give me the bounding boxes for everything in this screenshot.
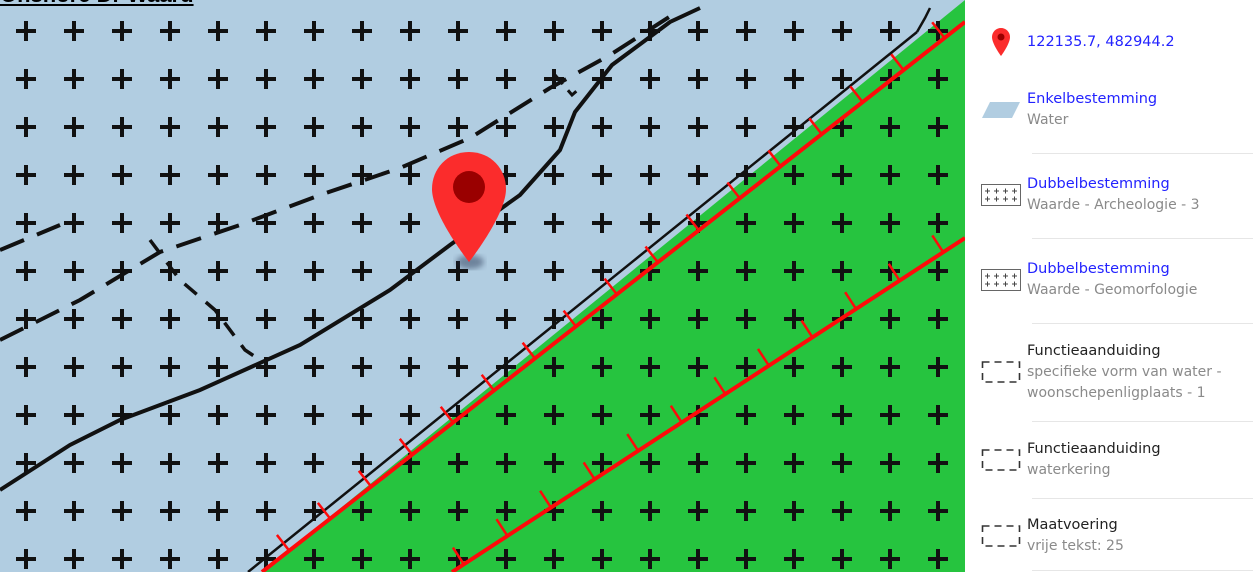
dike-tick-mark: [495, 518, 509, 537]
dike-tick-mark: [644, 245, 659, 264]
dike-tick-mark: [808, 117, 823, 135]
cross-hatch-swatch-icon: [975, 184, 1027, 206]
legend-item-functieaanduiding-woonschepenligplaats: Functieaanduiding specifieke vorm van wa…: [975, 338, 1253, 406]
map-canvas[interactable]: [0, 0, 965, 572]
archeology-crosshatch: [0, 0, 965, 572]
legend-title-link[interactable]: Enkelbestemming: [1027, 91, 1158, 107]
dike-tick-mark: [931, 234, 945, 253]
dike-ticks-lower: [451, 234, 945, 565]
dashed-outline-swatch-icon: [975, 524, 1027, 548]
legend-item-dubbelbestemming-archeologie: Dubbelbestemming Waarde - Archeologie - …: [975, 170, 1253, 220]
dike-tick-mark: [521, 341, 536, 360]
dike-tick-mark: [439, 405, 455, 424]
dike-tick-mark: [713, 376, 727, 395]
shoreline-black-line: [247, 31, 918, 572]
cross-hatch-swatch-icon: [975, 269, 1027, 291]
legend-title-link[interactable]: Dubbelbestemming: [1027, 261, 1170, 277]
dike-tick-mark: [626, 433, 640, 452]
dike-tick-mark: [800, 319, 814, 338]
dike-tick-mark: [756, 348, 770, 367]
dike-tick-mark: [480, 373, 495, 392]
function-boundary-dashed-2: [0, 223, 61, 252]
dashed-spur-line-2: [553, 74, 581, 98]
dike-tick-mark: [398, 438, 414, 456]
legend-title-link[interactable]: Dubbelbestemming: [1027, 176, 1170, 192]
dashed-spur-line: [148, 238, 261, 362]
road-line: [0, 6, 701, 492]
legend-divider: [1032, 153, 1253, 154]
dike-boundary-red: [260, 20, 965, 572]
dike-tick-mark: [451, 546, 465, 565]
dike-tick-mark: [726, 181, 741, 199]
dike-tick-mark: [849, 85, 864, 103]
map-marker-icon: [975, 28, 1027, 56]
dike-tick-mark: [539, 490, 553, 509]
legend-divider: [1032, 238, 1253, 239]
legend-title: Functieaanduiding: [1027, 441, 1161, 457]
legend-subtitle: Water: [1027, 112, 1069, 128]
legend-item-functieaanduiding-waterkering: Functieaanduiding waterkering: [975, 436, 1253, 484]
marker-center-dot: [453, 171, 485, 203]
legend-subtitle: specifieke vorm van water - woonschepenl…: [1027, 363, 1222, 401]
dike-tick-mark: [562, 309, 577, 328]
legend-divider: [1032, 498, 1253, 499]
legend-subtitle: vrije tekst: 25: [1027, 538, 1124, 554]
legend-item-enkelbestemming-water: Enkelbestemming Water: [975, 85, 1253, 135]
dike-tick-mark: [669, 404, 683, 424]
dike-tick-mark: [603, 277, 618, 296]
dike-tick-mark: [357, 470, 373, 488]
dike-ticks-upper: [275, 21, 946, 552]
legend-divider: [1032, 570, 1253, 571]
dike-tick-mark: [582, 461, 596, 480]
function-boundary-dashed: [0, 8, 682, 342]
coordinate-row: 122135.7, 482944.2: [975, 24, 1253, 60]
legend-divider: [1032, 421, 1253, 422]
legend-title: Maatvoering: [1027, 517, 1118, 533]
dike-tick-mark: [767, 149, 782, 167]
dike-tick-mark: [316, 502, 332, 520]
dashed-outline-swatch-icon: [975, 448, 1027, 472]
dike-tick-mark: [887, 263, 901, 282]
map-title: Onshore Dr Waard: [0, 0, 194, 8]
dike-tick-mark: [685, 213, 700, 232]
coordinate-link[interactable]: 122135.7, 482944.2: [1027, 33, 1175, 50]
legend-subtitle: Waarde - Geomorfologie: [1027, 282, 1198, 298]
map-view[interactable]: Onshore Dr Waard: [0, 0, 965, 572]
legend-subtitle: waterkering: [1027, 462, 1111, 478]
water-fill-swatch-icon: [975, 102, 1027, 118]
legend-subtitle: Waarde - Archeologie - 3: [1027, 197, 1200, 213]
location-marker[interactable]: [432, 152, 506, 269]
dike-toe-red: [450, 236, 965, 572]
dike-tick-mark: [931, 21, 946, 39]
dike-tick-mark: [844, 291, 858, 310]
dike-tick-mark: [275, 534, 291, 552]
dashed-outline-swatch-icon: [975, 360, 1027, 384]
legend-panel: 122135.7, 482944.2 Enkelbestemming Water…: [975, 0, 1253, 572]
shoreline-black-line-top: [915, 7, 932, 33]
legend-item-dubbelbestemming-geomorfologie: Dubbelbestemming Waarde - Geomorfologie: [975, 255, 1253, 305]
legend-divider: [1032, 323, 1253, 324]
legend-title: Functieaanduiding: [1027, 342, 1161, 359]
dike-tick-mark: [890, 53, 905, 71]
legend-item-maatvoering: Maatvoering vrije tekst: 25: [975, 512, 1253, 560]
